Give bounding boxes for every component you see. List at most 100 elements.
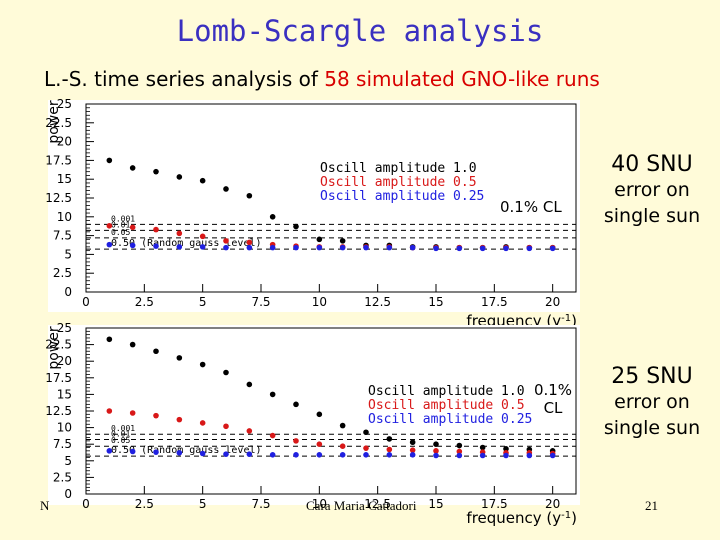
panel2-data-point bbox=[153, 449, 159, 455]
panel2-ref-line-label: 0.50 (Random gauss level) bbox=[111, 445, 262, 456]
panel1-data-point bbox=[386, 244, 393, 251]
panel2-data-point bbox=[386, 452, 393, 458]
panel2-data-point bbox=[409, 447, 416, 453]
panel2-xtick-label: 5 bbox=[199, 497, 207, 511]
panel1-data-point bbox=[246, 192, 253, 199]
panel2-data-point bbox=[433, 452, 439, 459]
panel2-data-point bbox=[479, 452, 486, 459]
panel1-data-point bbox=[129, 165, 136, 171]
panel1-data-point bbox=[153, 243, 159, 249]
panel2-xtick-label: 2.5 bbox=[135, 497, 154, 511]
panel2-data-point bbox=[316, 411, 323, 418]
panel1-legend-entry: Oscill amplitude 0.5 bbox=[320, 175, 477, 190]
panel1-ytick-label: 22.5 bbox=[45, 116, 72, 130]
panel2-data-point bbox=[153, 348, 159, 355]
panel2-data-point bbox=[363, 445, 369, 451]
panel2-data-point bbox=[339, 422, 346, 429]
panel1-data-point bbox=[293, 244, 299, 251]
panel1-data-point bbox=[176, 244, 183, 250]
panel1-data-point bbox=[106, 241, 113, 248]
panel2-data-point bbox=[386, 436, 393, 442]
panel2-xtick-label: 15 bbox=[428, 497, 443, 511]
panel1-xtick-label: 12.5 bbox=[364, 295, 391, 309]
panel1-xtick-label: 5 bbox=[199, 295, 207, 309]
panel2-data-point bbox=[246, 451, 253, 457]
panel2-data-point bbox=[129, 410, 136, 416]
panel1-xtick-label: 10 bbox=[312, 295, 327, 309]
panel1-data-point bbox=[316, 236, 323, 243]
panel2-ytick-label: 12.5 bbox=[45, 404, 72, 418]
subtitle-prefix: L.-S. time series analysis of bbox=[44, 67, 325, 91]
panel2-xtick-label: 20 bbox=[545, 497, 560, 511]
footer-page-number: 21 bbox=[645, 498, 658, 513]
panel2-data-point bbox=[246, 428, 253, 434]
panel1-data-point bbox=[479, 245, 486, 252]
panel1-ytick-label: 17.5 bbox=[45, 153, 72, 167]
panel2-data-point bbox=[363, 429, 369, 436]
panel2-x-axis-label-exponent: -1 bbox=[561, 510, 571, 521]
panel1-side-note: 40 SNU error on single sun bbox=[584, 152, 720, 229]
panel1-data-point bbox=[246, 244, 253, 251]
panel1-snu-label: 40 SNU bbox=[611, 152, 693, 177]
panel2-data-point bbox=[153, 412, 159, 419]
panel1-data-point bbox=[153, 168, 159, 175]
panel1-cl-label: 0.1% CL bbox=[500, 198, 562, 216]
panel1-data-point bbox=[223, 186, 229, 192]
panel1-data-point bbox=[129, 242, 136, 249]
panel2-ref-line-label: 0.01 bbox=[111, 430, 130, 439]
panel1-data-point bbox=[223, 238, 229, 244]
panel2-data-point bbox=[269, 391, 276, 398]
panel2-data-point bbox=[199, 450, 206, 457]
panel1-xtick-label: 2.5 bbox=[135, 295, 154, 309]
panel1-error-label: error on bbox=[614, 179, 690, 201]
panel2-data-point bbox=[316, 452, 323, 458]
panel2-single-sun-label: single sun bbox=[603, 417, 701, 439]
panel1-xtick-label: 15 bbox=[428, 295, 443, 309]
panel1-xtick-label: 7.5 bbox=[251, 295, 270, 309]
panel2-data-point bbox=[176, 416, 183, 423]
panel2-data-point bbox=[293, 438, 299, 444]
panel2-data-point bbox=[106, 448, 113, 454]
panel1-ytick-label: 20 bbox=[57, 135, 72, 149]
panel2-data-point bbox=[129, 341, 136, 348]
panel1-y-axis-label: power bbox=[46, 100, 62, 144]
panel2-data-point bbox=[456, 452, 463, 459]
panel1-ref-line-label: 0.50 (Random gauss level) bbox=[111, 238, 262, 249]
panel1-data-point bbox=[316, 244, 323, 251]
panel1-ytick-label: 2.5 bbox=[53, 266, 72, 280]
panel2-xtick-label: 10 bbox=[312, 497, 327, 511]
panel1-xtick-label: 17.5 bbox=[481, 295, 508, 309]
panel1-data-point bbox=[199, 244, 206, 250]
panel2-data-point bbox=[363, 452, 369, 458]
panel2-ytick-label: 17.5 bbox=[45, 371, 72, 385]
panel1-data-point bbox=[526, 245, 533, 252]
panel2-data-point bbox=[223, 451, 229, 457]
panel1-data-point bbox=[176, 174, 183, 180]
panel2-data-point bbox=[409, 452, 416, 458]
panel1-legend-entry: Oscill amplitude 1.0 bbox=[320, 161, 477, 176]
panel2-data-point bbox=[433, 448, 439, 454]
panel2-xtick-label: 12.5 bbox=[364, 497, 391, 511]
panel1-ytick-label: 7.5 bbox=[53, 229, 72, 243]
panel1-data-point bbox=[269, 214, 276, 220]
panel2-data-point bbox=[479, 444, 486, 451]
panel2-data-point bbox=[456, 442, 463, 449]
panel1-data-point bbox=[106, 223, 113, 229]
panel1-ref-line-label: 0.01 bbox=[111, 220, 130, 229]
panel2-data-point bbox=[223, 423, 229, 430]
panel2-data-point bbox=[269, 452, 276, 458]
panel1-ytick-label: 15 bbox=[57, 172, 72, 186]
panel2-ytick-label: 0 bbox=[64, 487, 72, 501]
panel2-ytick-label: 2.5 bbox=[53, 470, 72, 484]
panel2-side-note: 25 SNU error on single sun bbox=[584, 364, 720, 441]
panel1-data-point bbox=[339, 238, 346, 244]
panel1-ref-line-label: 0.05 bbox=[111, 228, 130, 237]
panel1-ytick-label: 0 bbox=[64, 285, 72, 299]
panel1-ytick-label: 5 bbox=[64, 247, 72, 261]
panel2-legend-entry: Oscill amplitude 1.0 bbox=[368, 384, 525, 399]
footer-author: Cara Maria Cattadori bbox=[306, 498, 417, 513]
slide-title: Lomb-Scargle analysis bbox=[176, 14, 544, 48]
panel1-data-point bbox=[176, 230, 183, 237]
panel2-ytick-label: 5 bbox=[64, 454, 72, 468]
panel1-xtick-label: 0 bbox=[82, 295, 90, 309]
